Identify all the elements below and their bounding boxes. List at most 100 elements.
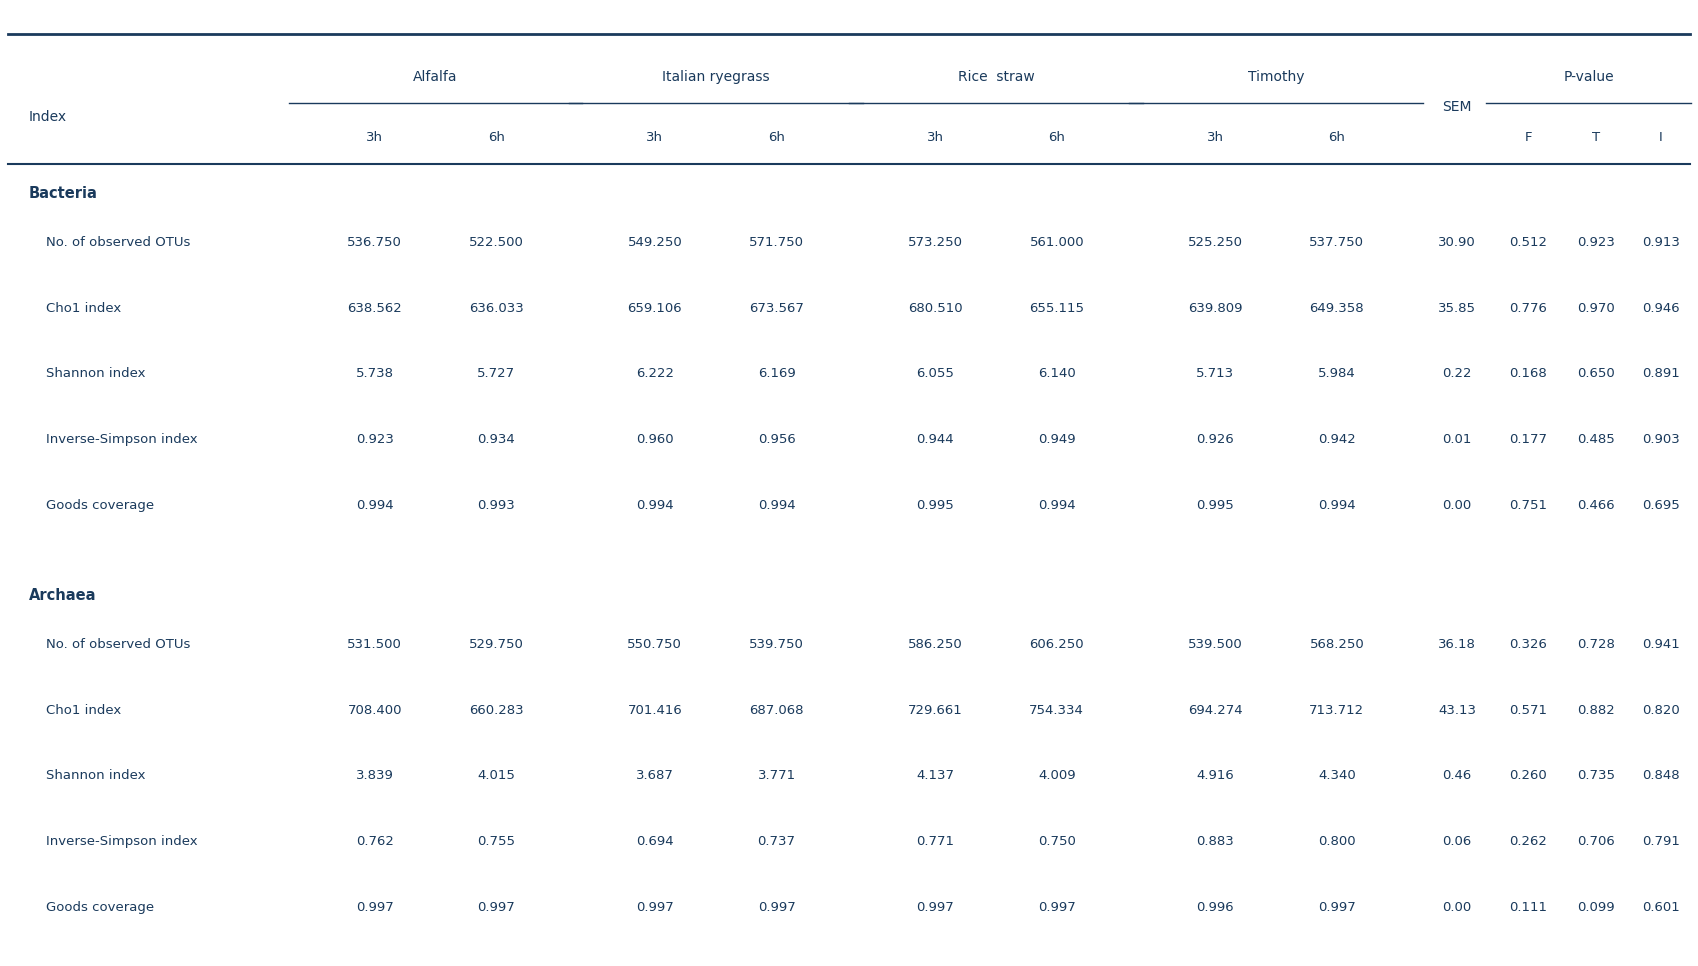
Text: 550.750: 550.750 <box>627 638 683 651</box>
Text: 35.85: 35.85 <box>1438 301 1476 315</box>
Text: P-value: P-value <box>1564 71 1613 84</box>
Text: 5.727: 5.727 <box>477 367 516 381</box>
Text: 636.033: 636.033 <box>469 301 523 315</box>
Text: 0.728: 0.728 <box>1577 638 1615 651</box>
Text: 0.923: 0.923 <box>355 433 394 446</box>
Text: Alfalfa: Alfalfa <box>413 71 458 84</box>
Text: 0.997: 0.997 <box>477 900 514 914</box>
Text: 4.340: 4.340 <box>1318 769 1355 782</box>
Text: 0.262: 0.262 <box>1510 835 1547 848</box>
Text: 6h: 6h <box>1048 130 1065 144</box>
Text: 0.903: 0.903 <box>1642 433 1679 446</box>
Text: 0.695: 0.695 <box>1642 498 1679 512</box>
Text: 0.997: 0.997 <box>757 900 795 914</box>
Text: 36.18: 36.18 <box>1438 638 1476 651</box>
Text: Timothy: Timothy <box>1248 71 1304 84</box>
Text: 0.485: 0.485 <box>1577 433 1615 446</box>
Text: 0.941: 0.941 <box>1642 638 1679 651</box>
Text: 0.776: 0.776 <box>1510 301 1547 315</box>
Text: 0.755: 0.755 <box>477 835 516 848</box>
Text: 729.661: 729.661 <box>908 703 963 717</box>
Text: 0.22: 0.22 <box>1442 367 1472 381</box>
Text: 0.949: 0.949 <box>1037 433 1075 446</box>
Text: Shannon index: Shannon index <box>46 367 146 381</box>
Text: 0.111: 0.111 <box>1510 900 1547 914</box>
Text: 0.571: 0.571 <box>1510 703 1547 717</box>
Text: 4.137: 4.137 <box>915 769 954 782</box>
Text: 568.250: 568.250 <box>1309 638 1363 651</box>
Text: Archaea: Archaea <box>29 587 97 603</box>
Text: 0.820: 0.820 <box>1642 703 1679 717</box>
Text: No. of observed OTUs: No. of observed OTUs <box>46 638 190 651</box>
Text: 3h: 3h <box>927 130 944 144</box>
Text: 529.750: 529.750 <box>469 638 525 651</box>
Text: 0.946: 0.946 <box>1642 301 1679 315</box>
Text: 0.995: 0.995 <box>1197 498 1234 512</box>
Text: 571.750: 571.750 <box>749 236 805 249</box>
Text: No. of observed OTUs: No. of observed OTUs <box>46 236 190 249</box>
Text: 0.942: 0.942 <box>1318 433 1355 446</box>
Text: 0.099: 0.099 <box>1577 900 1615 914</box>
Text: 0.997: 0.997 <box>357 900 394 914</box>
Text: 639.809: 639.809 <box>1189 301 1243 315</box>
Text: 701.416: 701.416 <box>628 703 683 717</box>
Text: 673.567: 673.567 <box>749 301 805 315</box>
Text: 3h: 3h <box>647 130 664 144</box>
Text: T: T <box>1593 130 1600 144</box>
Text: 0.326: 0.326 <box>1510 638 1547 651</box>
Text: 0.997: 0.997 <box>1318 900 1355 914</box>
Text: 0.260: 0.260 <box>1510 769 1547 782</box>
Text: 0.956: 0.956 <box>757 433 795 446</box>
Text: 0.762: 0.762 <box>355 835 394 848</box>
Text: Goods coverage: Goods coverage <box>46 900 155 914</box>
Text: 5.738: 5.738 <box>355 367 394 381</box>
Text: 660.283: 660.283 <box>469 703 523 717</box>
Text: 0.750: 0.750 <box>1037 835 1077 848</box>
Text: 649.358: 649.358 <box>1309 301 1363 315</box>
Text: Inverse-Simpson index: Inverse-Simpson index <box>46 835 197 848</box>
Text: 3h: 3h <box>367 130 384 144</box>
Text: Inverse-Simpson index: Inverse-Simpson index <box>46 433 197 446</box>
Text: 0.913: 0.913 <box>1642 236 1679 249</box>
Text: Goods coverage: Goods coverage <box>46 498 155 512</box>
Text: 0.735: 0.735 <box>1577 769 1615 782</box>
Text: Cho1 index: Cho1 index <box>46 703 121 717</box>
Text: 0.177: 0.177 <box>1510 433 1547 446</box>
Text: 680.510: 680.510 <box>908 301 963 315</box>
Text: 0.970: 0.970 <box>1577 301 1615 315</box>
Text: Italian ryegrass: Italian ryegrass <box>662 71 769 84</box>
Text: 561.000: 561.000 <box>1029 236 1083 249</box>
Text: 3.839: 3.839 <box>355 769 394 782</box>
Text: 549.250: 549.250 <box>628 236 683 249</box>
Text: 5.984: 5.984 <box>1318 367 1355 381</box>
Text: 0.737: 0.737 <box>757 835 796 848</box>
Text: 0.994: 0.994 <box>1037 498 1075 512</box>
Text: 6.169: 6.169 <box>757 367 795 381</box>
Text: 0.650: 0.650 <box>1577 367 1615 381</box>
Text: 0.926: 0.926 <box>1197 433 1234 446</box>
Text: 754.334: 754.334 <box>1029 703 1085 717</box>
Text: 0.994: 0.994 <box>637 498 674 512</box>
Text: 0.994: 0.994 <box>1318 498 1355 512</box>
Text: 0.601: 0.601 <box>1642 900 1679 914</box>
Text: 6h: 6h <box>1328 130 1345 144</box>
Text: 638.562: 638.562 <box>348 301 402 315</box>
Text: 713.712: 713.712 <box>1309 703 1365 717</box>
Text: 0.994: 0.994 <box>357 498 394 512</box>
Text: 0.791: 0.791 <box>1642 835 1679 848</box>
Text: 539.750: 539.750 <box>749 638 805 651</box>
Text: 0.512: 0.512 <box>1510 236 1547 249</box>
Text: 659.106: 659.106 <box>628 301 683 315</box>
Text: 694.274: 694.274 <box>1189 703 1243 717</box>
Text: 0.771: 0.771 <box>915 835 954 848</box>
Text: 0.891: 0.891 <box>1642 367 1679 381</box>
Text: SEM: SEM <box>1442 100 1472 114</box>
Text: 539.500: 539.500 <box>1189 638 1243 651</box>
Text: 606.250: 606.250 <box>1029 638 1083 651</box>
Text: 655.115: 655.115 <box>1029 301 1085 315</box>
Text: 0.751: 0.751 <box>1510 498 1547 512</box>
Text: 586.250: 586.250 <box>908 638 963 651</box>
Text: Bacteria: Bacteria <box>29 185 98 201</box>
Text: 0.883: 0.883 <box>1197 835 1234 848</box>
Text: 6h: 6h <box>487 130 504 144</box>
